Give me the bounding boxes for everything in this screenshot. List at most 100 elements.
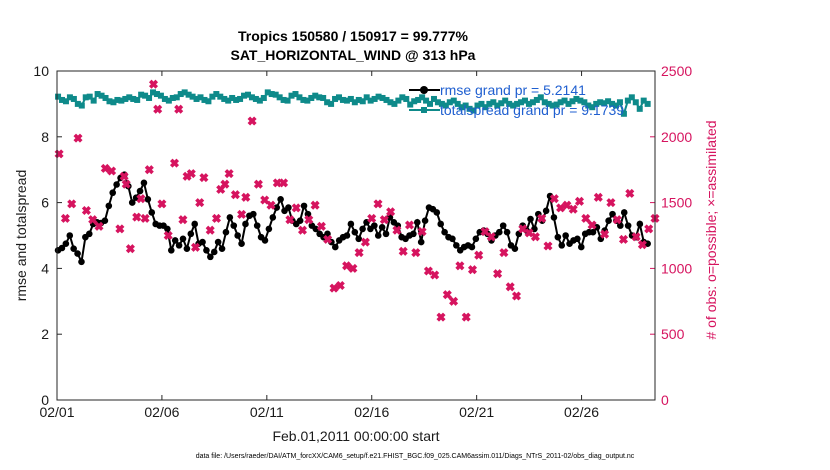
spread-point <box>624 97 631 104</box>
footer-data-file: data file: /Users/raeder/DAI/ATM_forcXX/… <box>196 453 635 460</box>
assimilated-marker <box>392 225 402 235</box>
y-tick-label: 0 <box>41 392 49 408</box>
assimilated-marker <box>115 224 125 234</box>
spread-point <box>632 99 639 106</box>
rmse-point <box>105 202 113 210</box>
rmse-point <box>74 250 81 257</box>
assimilated-point <box>291 203 301 213</box>
rmse-point <box>230 222 238 229</box>
assimilated-point <box>266 200 276 210</box>
spread-point <box>142 92 149 99</box>
spread-point <box>181 89 188 96</box>
spread-point <box>355 96 362 103</box>
assimilated-point <box>436 312 446 322</box>
y2-tick-label: 1500 <box>661 195 692 211</box>
assimilated-marker <box>230 190 240 200</box>
rmse-point <box>226 214 234 221</box>
spread-point <box>126 94 133 101</box>
spread-point <box>521 97 528 104</box>
rmse-point <box>503 228 511 236</box>
spread-point <box>415 96 422 103</box>
assimilated-point <box>279 178 289 188</box>
y2-axis-label: # of obs: o=possible; ×=assimilated <box>703 120 719 339</box>
assimilated-point <box>211 213 222 223</box>
assimilated-marker <box>398 246 408 256</box>
rmse-point <box>234 232 241 239</box>
assimilated-marker <box>556 203 566 213</box>
assimilated-point <box>537 213 547 223</box>
assimilated-marker <box>174 104 184 114</box>
spread-point <box>620 110 627 117</box>
rmse-point <box>511 245 519 252</box>
spread-point <box>185 91 192 98</box>
assimilated-marker <box>220 179 230 189</box>
y-tick-label: 2 <box>41 326 49 342</box>
assimilated-marker <box>136 194 146 204</box>
rmse-point <box>183 245 191 252</box>
plot-axes-layer: 02/01 02/06 02/11 02/16 02/21 02/26 0 2 4 6 8 10 0 50… <box>33 63 692 420</box>
spread-point <box>557 99 564 106</box>
spread-point <box>609 100 616 107</box>
rmse-point <box>78 258 85 266</box>
spread-point <box>161 95 168 102</box>
assimilated-marker <box>297 225 308 235</box>
assimilated-point <box>329 283 339 293</box>
assimilated-marker <box>354 248 364 258</box>
assimilated-marker <box>67 199 77 209</box>
spread-point <box>454 100 461 107</box>
spread-point <box>573 95 580 102</box>
spread-point <box>486 100 493 107</box>
assimilated-point <box>417 227 427 237</box>
assimilated-point <box>348 263 358 273</box>
spread-point <box>55 93 62 100</box>
assimilated-marker <box>430 270 440 280</box>
rmse-point <box>296 217 304 224</box>
spread-point <box>300 96 307 103</box>
spread-point <box>569 98 576 105</box>
assimilated-point <box>297 225 308 235</box>
spread-point <box>157 92 164 99</box>
rmse-point <box>410 230 417 238</box>
assimilated-marker <box>186 169 196 179</box>
assimilated-marker <box>455 261 465 271</box>
assimilated-marker <box>73 133 83 143</box>
assimilated-point <box>220 179 230 189</box>
assimilated-point <box>153 104 163 114</box>
assimilated-point <box>455 261 465 271</box>
y2-tick-label: 1000 <box>661 260 692 276</box>
y-tick-label: 6 <box>41 195 49 211</box>
rmse-point <box>285 204 292 211</box>
rmse-point <box>417 238 425 246</box>
rmse-point <box>238 240 245 248</box>
assimilated-marker <box>94 221 104 231</box>
x-tick-label: 02/06 <box>144 404 179 420</box>
rmse-point <box>382 230 390 238</box>
y2-tick-label: 2500 <box>661 63 692 79</box>
rmse-point <box>136 187 144 195</box>
rmse-point <box>558 242 566 249</box>
spread-point <box>371 95 378 102</box>
assimilated-point <box>411 248 421 258</box>
rmse-point <box>371 222 378 229</box>
assimilated-marker <box>195 198 205 208</box>
spread-point <box>106 98 113 105</box>
assimilated-marker <box>279 178 289 188</box>
assimilated-point <box>618 234 629 244</box>
assimilated-point <box>107 166 117 176</box>
assimilated-marker <box>88 215 98 225</box>
assimilated-marker <box>537 213 547 223</box>
assimilated-point <box>449 296 459 306</box>
assimilated-marker <box>140 213 150 223</box>
y-tick-label: 4 <box>41 260 49 276</box>
assimilated-marker <box>600 229 610 239</box>
assimilated-point <box>360 237 370 247</box>
assimilated-point <box>367 213 377 223</box>
spread-point <box>537 94 544 101</box>
spread-point <box>304 97 311 104</box>
rmse-point <box>347 220 355 228</box>
spread-point <box>138 91 145 98</box>
rmse-point <box>472 235 480 243</box>
assimilated-marker <box>449 296 459 306</box>
spread-point <box>339 96 346 103</box>
assimilated-marker <box>54 149 64 159</box>
